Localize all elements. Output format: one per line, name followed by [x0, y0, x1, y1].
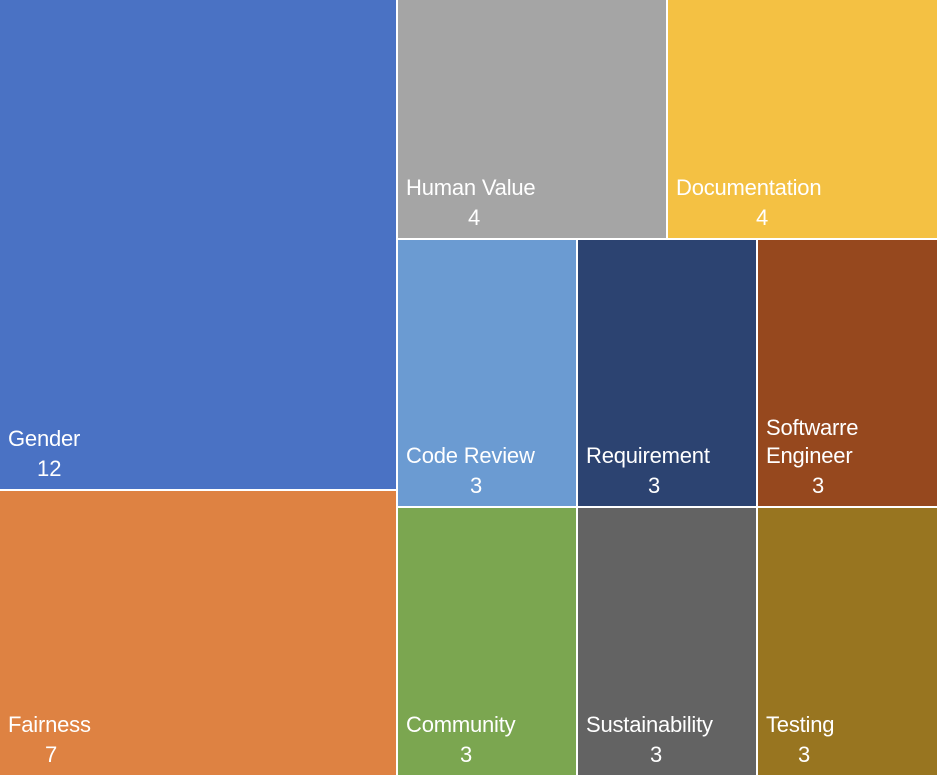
- tile-value: 7: [45, 742, 58, 767]
- tile-value: 4: [468, 205, 481, 230]
- treemap-tile-testing: Testing 3: [758, 508, 937, 775]
- tile-label: Code Review: [406, 443, 535, 468]
- tile-label: Sustainability: [586, 712, 713, 737]
- treemap-tile-gender: Gender 12: [0, 0, 396, 489]
- tile-label: Gender: [8, 426, 81, 451]
- treemap-tile-human-value: Human Value 4: [398, 0, 666, 238]
- treemap-tile-sustainability: Sustainability 3: [578, 508, 756, 775]
- treemap-tile-code-review: Code Review 3: [398, 240, 576, 506]
- tile-label: Community: [406, 712, 516, 737]
- tile-value: 3: [648, 473, 661, 498]
- tile-label: Human Value: [406, 175, 536, 200]
- treemap-tile-requirement: Requirement 3: [578, 240, 756, 506]
- tile-value: 3: [650, 742, 663, 767]
- tile-value: 12: [37, 456, 62, 481]
- tile-label: Requirement: [586, 443, 710, 468]
- treemap-tile-documentation: Documentation 4: [668, 0, 937, 238]
- tile-value: 3: [470, 473, 483, 498]
- treemap-tile-softwarre-engineer: Softwarre Engineer 3: [758, 240, 937, 506]
- tile-value: 4: [756, 205, 769, 230]
- tile-value: 3: [460, 742, 473, 767]
- tile-label: Fairness: [8, 712, 91, 737]
- tile-label: Documentation: [676, 175, 822, 200]
- tile-value: 3: [798, 742, 811, 767]
- treemap-tile-community: Community 3: [398, 508, 576, 775]
- tile-value: 3: [812, 473, 825, 498]
- tile-label: Softwarre Engineer: [766, 415, 859, 468]
- treemap-tile-fairness: Fairness 7: [0, 491, 396, 775]
- tile-label: Testing: [766, 712, 835, 737]
